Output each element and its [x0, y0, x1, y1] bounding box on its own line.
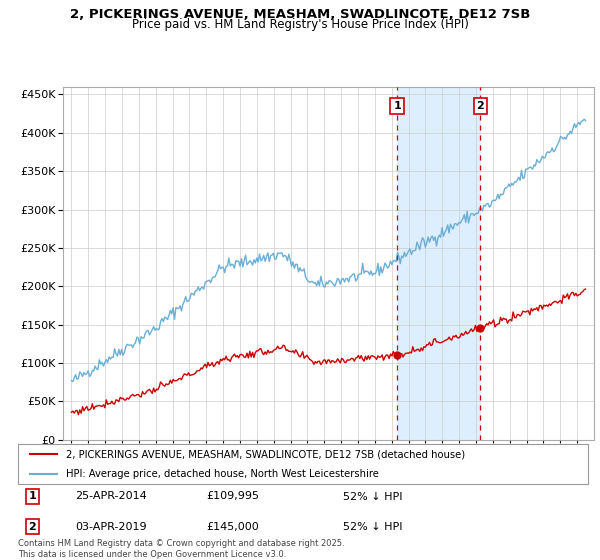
Text: 2, PICKERINGS AVENUE, MEASHAM, SWADLINCOTE, DE12 7SB (detached house): 2, PICKERINGS AVENUE, MEASHAM, SWADLINCO… — [67, 449, 466, 459]
Text: 2, PICKERINGS AVENUE, MEASHAM, SWADLINCOTE, DE12 7SB: 2, PICKERINGS AVENUE, MEASHAM, SWADLINCO… — [70, 8, 530, 21]
Text: 2: 2 — [28, 522, 36, 531]
Bar — [397, 87, 480, 440]
FancyBboxPatch shape — [18, 444, 588, 484]
Text: Contains HM Land Registry data © Crown copyright and database right 2025.
This d: Contains HM Land Registry data © Crown c… — [18, 539, 344, 559]
Text: 52% ↓ HPI: 52% ↓ HPI — [343, 492, 403, 502]
Text: HPI: Average price, detached house, North West Leicestershire: HPI: Average price, detached house, Nort… — [67, 469, 379, 479]
Text: 52% ↓ HPI: 52% ↓ HPI — [343, 522, 403, 531]
Text: £145,000: £145,000 — [206, 522, 259, 531]
Text: 2: 2 — [476, 101, 484, 111]
Text: £109,995: £109,995 — [206, 492, 259, 502]
Text: Price paid vs. HM Land Registry's House Price Index (HPI): Price paid vs. HM Land Registry's House … — [131, 18, 469, 31]
Text: 1: 1 — [28, 492, 36, 502]
Text: 1: 1 — [393, 101, 401, 111]
Text: 25-APR-2014: 25-APR-2014 — [75, 492, 147, 502]
Text: 03-APR-2019: 03-APR-2019 — [75, 522, 146, 531]
